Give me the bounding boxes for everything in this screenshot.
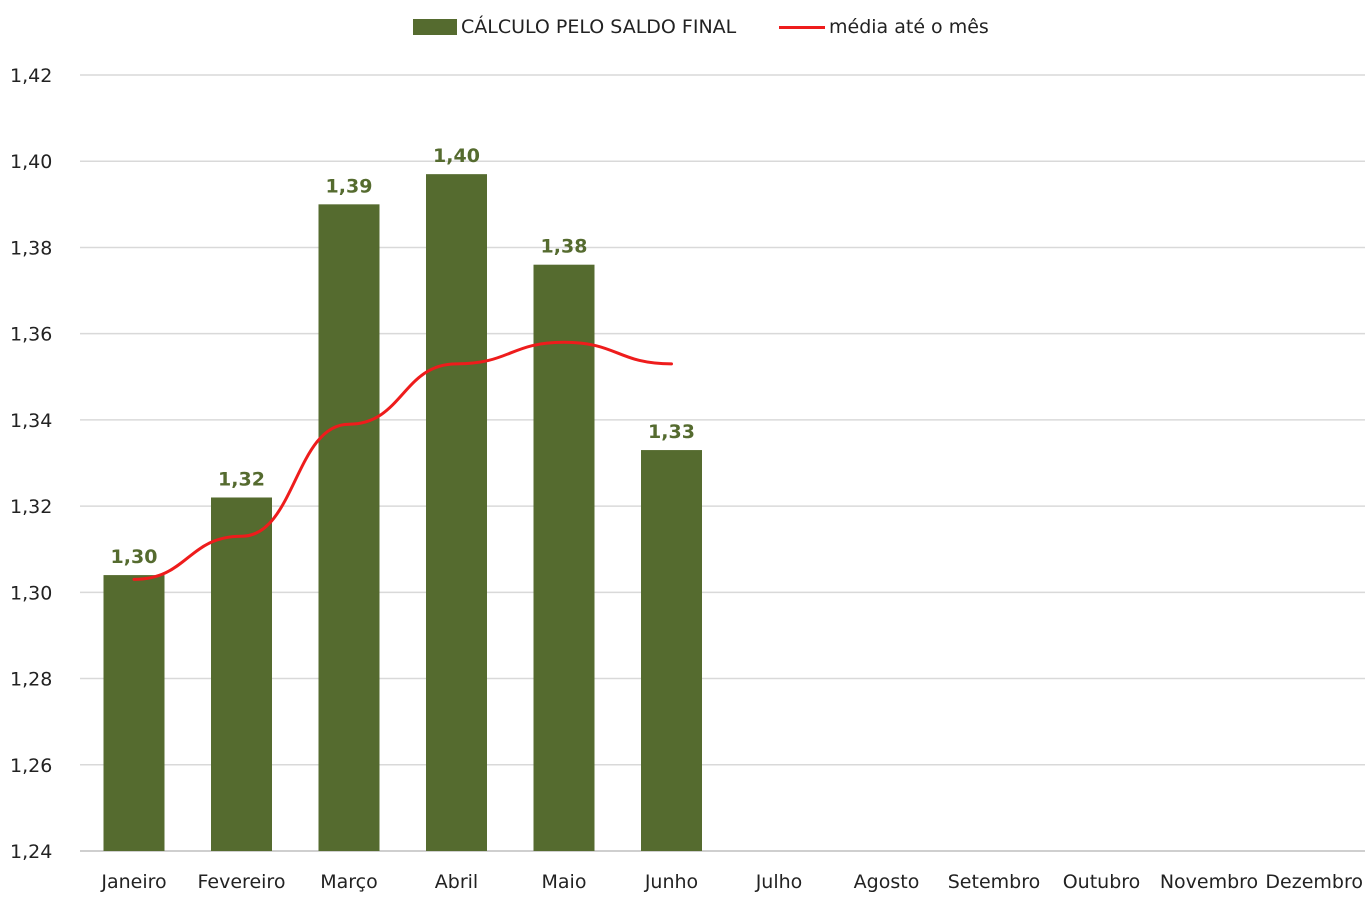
- x-tick-label: Julho: [755, 871, 803, 893]
- data-label: 1,39: [326, 175, 373, 197]
- x-tick-label: Dezembro: [1265, 871, 1363, 893]
- x-tick-label: Agosto: [854, 871, 920, 893]
- data-label: 1,33: [648, 421, 695, 443]
- bar: [318, 204, 380, 852]
- x-tick-label: Maio: [542, 871, 587, 893]
- x-tick-label: Abril: [435, 871, 478, 893]
- grid-lines: [80, 74, 1365, 852]
- legend-label-line-series: média até o mês: [829, 16, 989, 38]
- bar: [426, 174, 487, 852]
- bar: [641, 450, 702, 851]
- bar-series: [103, 174, 702, 852]
- y-tick-label: 1,30: [10, 582, 52, 604]
- bar: [211, 497, 272, 851]
- y-axis-ticks: 1,24 1,26 1,28 1,30 1,32 1,34 1,36 1,38 1,40 1,42: [10, 65, 52, 863]
- x-axis-ticks: Janeiro Fevereiro Março Abril Maio Junho Julho…: [100, 871, 1363, 893]
- bar: [103, 575, 165, 851]
- y-tick-label: 1,32: [10, 496, 52, 518]
- data-label: 1,38: [541, 236, 588, 258]
- series-line: [132, 340, 673, 581]
- x-tick-label: Junho: [644, 871, 698, 893]
- data-label: 1,30: [111, 546, 158, 568]
- legend: CÁLCULO PELO SALDO FINAL média até o mês: [0, 16, 1365, 42]
- x-tick-label: Fevereiro: [198, 871, 286, 893]
- x-tick-label: Setembro: [948, 871, 1040, 893]
- legend-item-line-series: média até o mês: [779, 16, 989, 38]
- data-labels: 1,30 1,32 1,39 1,40 1,38 1,33: [111, 145, 695, 568]
- x-tick-label: Novembro: [1160, 871, 1258, 893]
- legend-label-bar-series: CÁLCULO PELO SALDO FINAL: [461, 16, 737, 38]
- y-tick-label: 1,26: [10, 755, 52, 777]
- y-tick-label: 1,28: [10, 669, 52, 691]
- legend-swatch-bar: [413, 19, 457, 35]
- data-label: 1,32: [218, 468, 265, 490]
- y-tick-label: 1,40: [10, 151, 52, 173]
- y-tick-label: 1,42: [10, 65, 52, 87]
- y-tick-label: 1,34: [10, 410, 52, 432]
- data-label: 1,40: [433, 145, 480, 167]
- x-tick-label: Março: [320, 871, 378, 893]
- legend-item-bar-series: CÁLCULO PELO SALDO FINAL: [413, 16, 736, 38]
- x-tick-label: Janeiro: [100, 871, 166, 893]
- bar: [533, 264, 595, 851]
- x-tick-label: Outubro: [1063, 871, 1141, 893]
- line-series: [132, 340, 673, 581]
- y-tick-label: 1,36: [10, 324, 52, 346]
- legend-swatch-line: [779, 25, 825, 29]
- y-tick-label: 1,24: [10, 841, 52, 863]
- y-tick-label: 1,38: [10, 237, 52, 259]
